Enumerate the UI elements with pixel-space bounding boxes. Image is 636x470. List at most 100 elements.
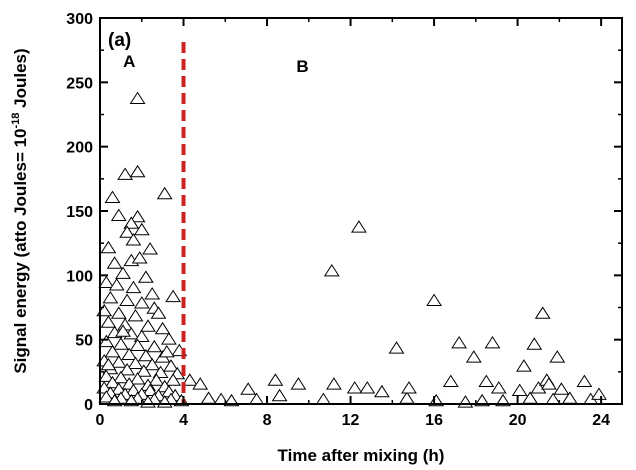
data-point <box>112 370 129 384</box>
y-axis-title: Signal energy (atto Joules= 10-18 Joules… <box>10 48 30 373</box>
y-tick-label: 100 <box>66 268 93 285</box>
y-axis-title-tail: Joules) <box>11 48 30 112</box>
data-point <box>511 383 528 396</box>
data-point <box>181 373 198 386</box>
data-point <box>106 256 123 269</box>
data-point <box>490 381 507 394</box>
x-tick-label: 8 <box>263 412 272 429</box>
y-axis-title-exponent: -18 <box>10 113 22 129</box>
data-point <box>148 373 165 386</box>
data-point <box>110 382 127 395</box>
y-tick-label: 300 <box>66 11 93 28</box>
data-point <box>131 251 148 264</box>
data-point <box>123 216 140 229</box>
data-point <box>160 332 177 345</box>
data-point <box>144 287 161 300</box>
panel-label: (a) <box>108 30 131 51</box>
data-point <box>540 377 557 390</box>
data-point <box>484 335 501 349</box>
data-point <box>515 359 532 372</box>
data-point <box>137 348 154 362</box>
data-point <box>526 337 543 350</box>
data-point <box>442 374 459 387</box>
y-tick-label: 200 <box>66 140 93 157</box>
data-point <box>98 369 115 382</box>
data-point <box>100 357 117 371</box>
data-point <box>137 270 154 283</box>
data-point <box>104 344 121 358</box>
data-point <box>271 388 288 402</box>
data-point <box>359 381 376 394</box>
data-point <box>110 208 127 221</box>
data-point <box>117 167 134 180</box>
data-point <box>290 377 307 390</box>
data-point <box>591 387 607 400</box>
data-point <box>110 355 127 368</box>
data-point <box>100 315 117 328</box>
y-tick-label: 50 <box>75 333 93 350</box>
data-point <box>545 392 562 405</box>
data-point <box>549 350 566 363</box>
data-point <box>104 375 121 389</box>
data-point <box>267 373 284 386</box>
data-point <box>150 306 167 319</box>
data-point <box>534 306 551 319</box>
data-point <box>530 381 547 394</box>
data-point <box>240 382 257 395</box>
data-point <box>398 391 415 404</box>
data-point <box>248 392 265 405</box>
data-point <box>140 319 156 332</box>
data-point <box>129 338 146 351</box>
data-point <box>154 321 171 335</box>
data-point <box>129 372 146 385</box>
y-axis-title-main: Signal energy (atto Joules= 10 <box>11 128 30 373</box>
data-point <box>104 190 121 203</box>
data-point <box>133 296 150 309</box>
data-point <box>142 383 159 396</box>
data-point <box>373 384 390 398</box>
data-point <box>465 350 482 363</box>
data-point <box>98 275 115 288</box>
data-points <box>96 91 607 408</box>
data-point <box>127 356 144 369</box>
x-axis: 0 4 8 12 16 20 24 <box>96 18 610 429</box>
data-point <box>129 164 146 178</box>
data-point <box>119 225 136 238</box>
data-point <box>108 278 125 291</box>
data-point <box>144 357 161 371</box>
data-point <box>553 382 570 395</box>
data-point <box>110 306 127 319</box>
data-point <box>323 263 340 277</box>
data-point <box>346 381 363 394</box>
data-point <box>102 290 119 304</box>
data-point <box>135 364 152 377</box>
x-axis-title: Time after mixing (h) <box>278 446 445 465</box>
data-point <box>158 344 175 358</box>
data-point <box>165 289 182 303</box>
x-tick-label: 0 <box>96 412 105 429</box>
data-point <box>115 324 131 337</box>
data-point <box>165 373 182 386</box>
data-point <box>119 293 136 306</box>
data-point <box>200 391 217 404</box>
x-tick-label: 12 <box>342 412 360 429</box>
x-tick-label: 4 <box>179 412 188 429</box>
data-point <box>129 91 146 104</box>
data-point <box>142 242 159 255</box>
data-point <box>129 209 146 223</box>
data-point <box>133 222 150 236</box>
data-point <box>315 392 332 405</box>
data-point <box>401 381 417 394</box>
data-point <box>325 377 342 390</box>
region-label-a: A <box>123 52 135 71</box>
data-point <box>192 377 209 390</box>
data-point <box>388 341 405 354</box>
y-tick-label: 0 <box>84 397 93 414</box>
data-point <box>127 308 144 322</box>
data-point <box>98 334 115 348</box>
data-point <box>457 395 474 408</box>
data-point <box>100 240 117 254</box>
region-label-b: B <box>296 57 308 76</box>
